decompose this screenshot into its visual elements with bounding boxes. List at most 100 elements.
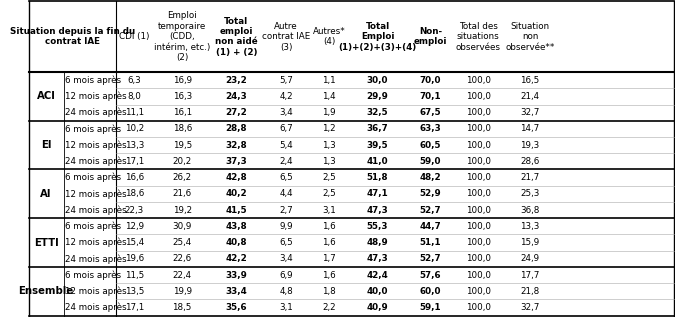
Text: 21,8: 21,8 xyxy=(520,287,540,296)
Text: 1,6: 1,6 xyxy=(323,270,336,280)
Text: 30,0: 30,0 xyxy=(367,76,388,85)
Text: 3,1: 3,1 xyxy=(323,206,336,215)
Text: 12 mois après: 12 mois après xyxy=(65,92,127,101)
Text: Emploi
temporaire
(CDD,
intérim, etc.)
(2): Emploi temporaire (CDD, intérim, etc.) (… xyxy=(154,11,211,62)
Text: 5,7: 5,7 xyxy=(279,76,293,85)
Text: 2,7: 2,7 xyxy=(279,206,293,215)
Text: 100,0: 100,0 xyxy=(466,222,491,231)
Text: 100,0: 100,0 xyxy=(466,287,491,296)
Text: 63,3: 63,3 xyxy=(420,124,441,133)
Text: 13,3: 13,3 xyxy=(125,141,144,150)
Text: 33,9: 33,9 xyxy=(225,270,247,280)
Text: 18,6: 18,6 xyxy=(125,189,144,198)
Text: 100,0: 100,0 xyxy=(466,141,491,150)
Text: 25,3: 25,3 xyxy=(520,189,540,198)
Text: 100,0: 100,0 xyxy=(466,238,491,247)
Text: 51,8: 51,8 xyxy=(367,173,388,182)
Text: 1,7: 1,7 xyxy=(323,254,336,263)
Text: 36,7: 36,7 xyxy=(367,124,389,133)
Text: 6,9: 6,9 xyxy=(279,270,293,280)
Text: 60,0: 60,0 xyxy=(420,287,441,296)
Text: 37,3: 37,3 xyxy=(225,157,247,166)
Text: 6,5: 6,5 xyxy=(279,238,293,247)
Text: 12 mois après: 12 mois après xyxy=(65,140,127,150)
Text: 44,7: 44,7 xyxy=(420,222,441,231)
Text: 2,2: 2,2 xyxy=(323,303,336,312)
Text: 18,5: 18,5 xyxy=(173,303,192,312)
Text: 59,0: 59,0 xyxy=(420,157,441,166)
Text: 9,9: 9,9 xyxy=(279,222,293,231)
Text: 19,2: 19,2 xyxy=(173,206,192,215)
Text: 47,3: 47,3 xyxy=(367,254,389,263)
Text: 43,8: 43,8 xyxy=(225,222,247,231)
Text: EI: EI xyxy=(41,140,51,150)
Text: 19,9: 19,9 xyxy=(173,287,192,296)
Text: 18,6: 18,6 xyxy=(173,124,192,133)
Text: 6,7: 6,7 xyxy=(279,124,293,133)
Text: 13,3: 13,3 xyxy=(520,222,540,231)
Text: 1,3: 1,3 xyxy=(323,141,336,150)
Text: 6 mois après: 6 mois après xyxy=(65,173,122,182)
Text: 28,6: 28,6 xyxy=(520,157,540,166)
Text: 4,4: 4,4 xyxy=(279,189,293,198)
Text: 6 mois après: 6 mois après xyxy=(65,124,122,134)
Text: 35,6: 35,6 xyxy=(225,303,247,312)
Text: Non-
emploi: Non- emploi xyxy=(414,27,448,46)
Text: 16,1: 16,1 xyxy=(173,108,192,117)
Text: 16,9: 16,9 xyxy=(173,76,192,85)
Text: Total
emploi
non aidé
(1) + (2): Total emploi non aidé (1) + (2) xyxy=(215,16,258,57)
Text: 100,0: 100,0 xyxy=(466,124,491,133)
Text: 28,8: 28,8 xyxy=(225,124,247,133)
Text: 22,4: 22,4 xyxy=(173,270,192,280)
Text: 100,0: 100,0 xyxy=(466,173,491,182)
Text: Total des
situations
observées: Total des situations observées xyxy=(456,22,501,52)
Text: 1,6: 1,6 xyxy=(323,222,336,231)
Text: 3,4: 3,4 xyxy=(279,254,293,263)
Text: 8,0: 8,0 xyxy=(128,92,141,101)
Text: 48,9: 48,9 xyxy=(367,238,388,247)
Text: 33,4: 33,4 xyxy=(225,287,247,296)
Text: 42,4: 42,4 xyxy=(367,270,389,280)
Text: 6 mois après: 6 mois après xyxy=(65,75,122,85)
Text: 100,0: 100,0 xyxy=(466,189,491,198)
Text: 40,2: 40,2 xyxy=(225,189,247,198)
Text: 39,5: 39,5 xyxy=(367,141,388,150)
Text: 17,7: 17,7 xyxy=(520,270,540,280)
Text: 57,6: 57,6 xyxy=(420,270,441,280)
Text: 16,6: 16,6 xyxy=(125,173,144,182)
Text: 10,2: 10,2 xyxy=(125,124,144,133)
Text: 19,6: 19,6 xyxy=(125,254,144,263)
Text: Situation
non
observée**: Situation non observée** xyxy=(506,22,555,52)
Text: 6 mois après: 6 mois après xyxy=(65,222,122,231)
Text: 29,9: 29,9 xyxy=(367,92,389,101)
Text: 70,0: 70,0 xyxy=(420,76,441,85)
Text: 26,2: 26,2 xyxy=(173,173,192,182)
Text: 24,9: 24,9 xyxy=(520,254,540,263)
Text: 17,1: 17,1 xyxy=(125,157,144,166)
Text: 6,3: 6,3 xyxy=(128,76,141,85)
Text: ETTI: ETTI xyxy=(34,237,59,248)
Text: 41,5: 41,5 xyxy=(225,206,247,215)
Text: CDI (1): CDI (1) xyxy=(119,32,150,41)
Text: Autres*
(4): Autres* (4) xyxy=(313,27,346,46)
Text: 3,4: 3,4 xyxy=(279,108,293,117)
Text: 100,0: 100,0 xyxy=(466,92,491,101)
Text: 59,1: 59,1 xyxy=(420,303,441,312)
Text: AI: AI xyxy=(40,189,52,199)
Text: 1,2: 1,2 xyxy=(323,124,336,133)
Text: 1,6: 1,6 xyxy=(323,238,336,247)
Text: 11,1: 11,1 xyxy=(125,108,144,117)
Text: 40,0: 40,0 xyxy=(367,287,388,296)
Text: 22,6: 22,6 xyxy=(173,254,192,263)
Text: Autre
contrat IAE
(3): Autre contrat IAE (3) xyxy=(262,22,310,52)
Text: 51,1: 51,1 xyxy=(420,238,441,247)
Text: 12 mois après: 12 mois après xyxy=(65,189,127,198)
Text: 4,8: 4,8 xyxy=(279,287,293,296)
Text: 23,2: 23,2 xyxy=(225,76,247,85)
Text: 21,7: 21,7 xyxy=(520,173,540,182)
Text: 13,5: 13,5 xyxy=(125,287,144,296)
Text: 41,0: 41,0 xyxy=(367,157,388,166)
Text: 2,4: 2,4 xyxy=(279,157,293,166)
Text: 6 mois après: 6 mois après xyxy=(65,270,122,280)
Text: 22,3: 22,3 xyxy=(125,206,144,215)
